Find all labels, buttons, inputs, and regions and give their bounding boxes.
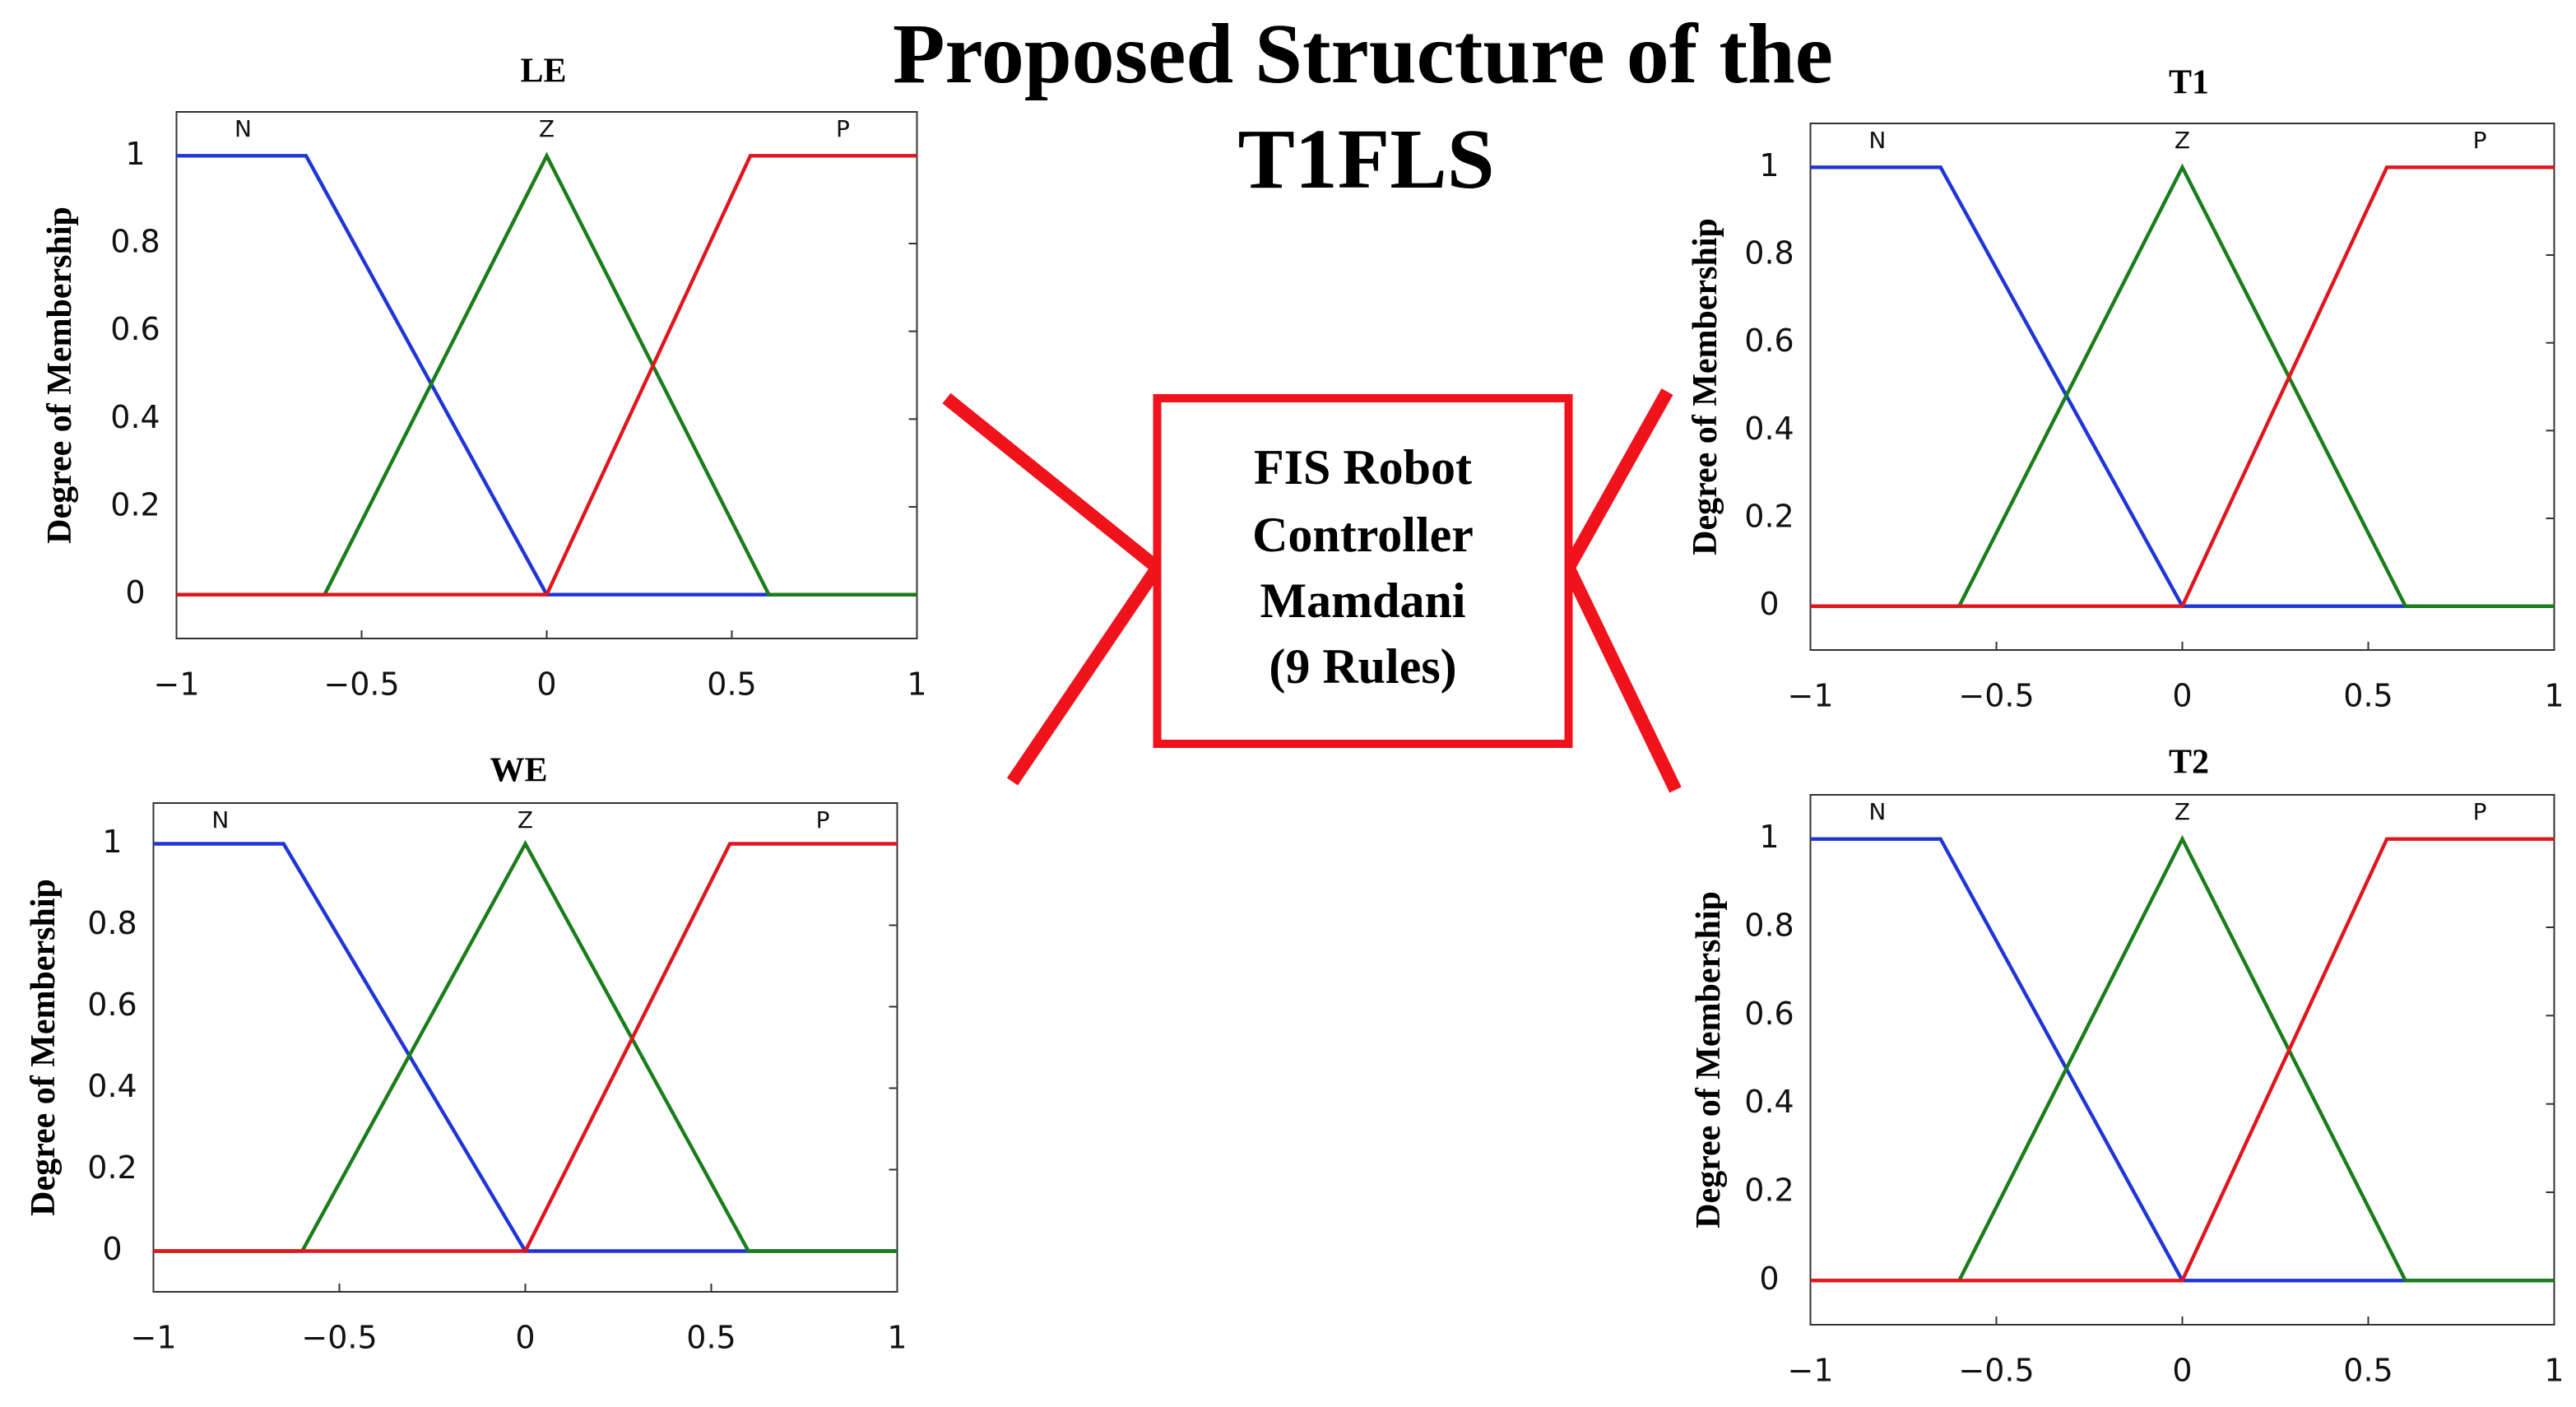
x-tick-label: −1 — [153, 666, 199, 703]
y-tick-label: 0 — [125, 574, 145, 611]
x-tick-label: 1 — [2544, 1353, 2564, 1389]
x-tick-label: 1 — [887, 1320, 907, 1356]
y-tick-label: 1 — [102, 824, 122, 860]
x-tick-label: 0.5 — [686, 1320, 736, 1356]
y-tick-label: 0.4 — [110, 399, 160, 435]
y-tick-label: 0.8 — [1744, 235, 1794, 272]
chart-title: T1 — [2169, 64, 2209, 102]
y-tick-label: 0 — [1759, 1261, 1779, 1297]
series-line — [176, 154, 917, 597]
figure-title: T1FLS — [1237, 112, 1494, 207]
y-tick-label: 0.6 — [1744, 323, 1794, 359]
box-text: (9 Rules) — [1269, 639, 1456, 694]
series-label: P — [2473, 127, 2487, 154]
series-line — [1810, 837, 2555, 1283]
y-tick-label: 0 — [102, 1231, 122, 1267]
series-line — [153, 842, 898, 1253]
series-label: P — [836, 115, 850, 142]
figure-title: Proposed Structure of the — [893, 7, 1833, 101]
y-tick-label: 0 — [1759, 586, 1779, 622]
connector — [1562, 564, 1682, 793]
y-tick-label: 1 — [1759, 819, 1779, 855]
y-tick-label: 0.6 — [1744, 996, 1794, 1032]
x-tick-label: 0 — [536, 666, 556, 703]
controller-box — [1153, 394, 1573, 748]
chart-title: LE — [520, 53, 566, 91]
y-axis-label: Degree of Membership — [1687, 218, 1724, 555]
x-tick-label: −0.5 — [301, 1320, 377, 1356]
series-label: Z — [518, 806, 533, 834]
y-tick-label: 0.2 — [87, 1149, 137, 1186]
x-tick-label: −0.5 — [1958, 1353, 2034, 1389]
x-tick-label: −1 — [1787, 678, 1833, 714]
series-label: Z — [539, 115, 555, 142]
y-tick-label: 0.6 — [110, 311, 160, 347]
series-label: P — [816, 806, 830, 834]
x-tick-label: 0.5 — [2343, 1353, 2393, 1389]
y-tick-label: 0.2 — [1744, 499, 1794, 535]
series-line — [1810, 165, 2555, 608]
series-label: N — [211, 806, 229, 834]
series-line — [153, 842, 898, 1253]
y-tick-label: 1 — [125, 136, 145, 172]
y-tick-label: 0.4 — [1744, 411, 1794, 447]
series-label: P — [2473, 798, 2487, 825]
chart-title: WE — [490, 752, 547, 790]
y-tick-label: 0.8 — [87, 905, 137, 941]
connector — [1006, 564, 1163, 786]
y-axis-label: Degree of Membership — [1690, 891, 1728, 1228]
y-tick-label: 0.4 — [1744, 1084, 1794, 1120]
y-tick-label: 0.4 — [87, 1068, 137, 1104]
connectors — [942, 388, 1682, 793]
series-label: N — [1868, 127, 1886, 154]
y-tick-label: 1 — [1759, 147, 1779, 183]
x-tick-label: 0.5 — [2343, 678, 2393, 714]
x-tick-label: −1 — [1787, 1353, 1833, 1389]
y-tick-label: 0.2 — [1744, 1172, 1794, 1209]
series-label: Z — [2175, 127, 2190, 154]
y-tick-label: 0.8 — [1744, 908, 1794, 944]
series-label: N — [234, 115, 252, 142]
x-tick-label: 0.5 — [707, 666, 756, 703]
y-axis-label: Degree of Membership — [41, 207, 79, 544]
series-label: N — [1868, 798, 1886, 825]
y-axis-label: Degree of Membership — [25, 879, 63, 1216]
x-tick-label: 0 — [515, 1320, 535, 1356]
x-tick-label: 1 — [2544, 678, 2564, 714]
box-text: Controller — [1252, 508, 1474, 562]
connector — [1562, 388, 1673, 571]
box-text: FIS Robot — [1254, 440, 1472, 495]
y-tick-label: 0.6 — [87, 987, 137, 1023]
x-tick-label: 0 — [2172, 678, 2192, 714]
series-line — [1810, 837, 2555, 1283]
series-line — [1810, 165, 2555, 608]
connector — [942, 392, 1162, 573]
x-tick-label: −0.5 — [1958, 678, 2034, 714]
x-tick-label: −1 — [130, 1320, 176, 1356]
y-tick-label: 0.2 — [110, 487, 160, 523]
chart-title: T2 — [2169, 744, 2209, 782]
x-tick-label: −0.5 — [323, 666, 399, 703]
series-label: Z — [2175, 798, 2190, 825]
x-tick-label: 1 — [907, 666, 926, 703]
y-tick-label: 0.8 — [110, 224, 160, 260]
series-line — [176, 154, 917, 597]
x-tick-label: 0 — [2172, 1353, 2192, 1389]
box-text: Mamdani — [1260, 573, 1465, 628]
